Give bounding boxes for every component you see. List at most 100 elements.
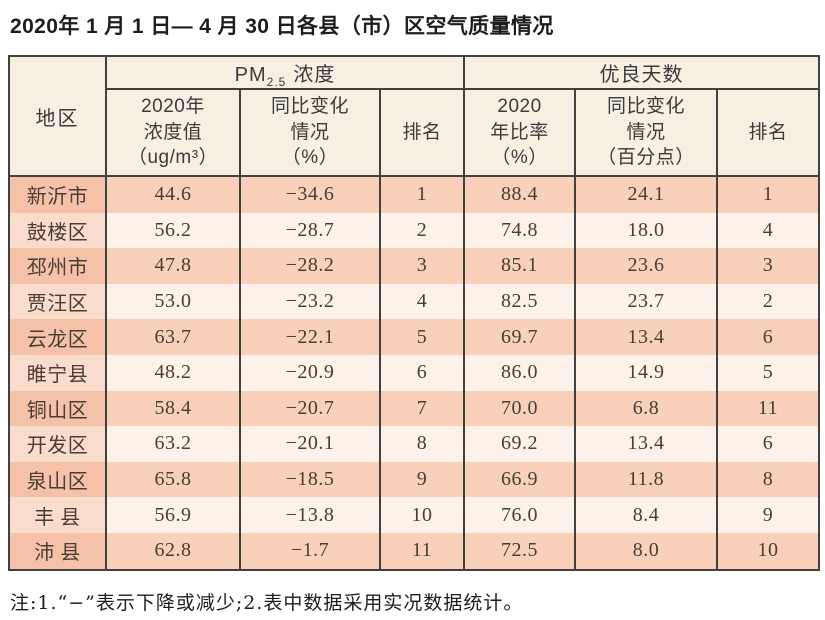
table-row: 睢宁县 48.2 −20.9 6 86.0 14.9 5 — [8, 354, 821, 391]
pm25-change-cell: −34.6 — [239, 176, 381, 213]
pm25-label-subscript: 2.5 — [266, 75, 287, 89]
pm25-change-cell: −23.2 — [239, 283, 381, 320]
table-header: 地区 PM2.5 浓度 优良天数 2020年 浓度值 （ug/m³） 同比变化 情… — [8, 55, 821, 177]
good-change-cell: 14.9 — [574, 354, 719, 391]
pm25-value-cell: 47.8 — [105, 248, 241, 284]
table-row: 铜山区 58.4 −20.7 7 70.0 6.8 11 — [8, 390, 821, 427]
good-rate-cell: 88.4 — [463, 176, 577, 213]
good-change-cell: 13.4 — [574, 426, 719, 462]
good-rank-cell: 1 — [716, 176, 821, 213]
table-row: 邳州市 47.8 −28.2 3 85.1 23.6 3 — [8, 248, 821, 284]
region-cell: 新沂市 — [8, 176, 107, 213]
header-group-row: 地区 PM2.5 浓度 优良天数 — [8, 55, 821, 177]
table-row: 丰 县 56.9 −13.8 10 76.0 8.4 9 — [8, 497, 821, 533]
pm25-change-cell: −13.8 — [239, 497, 381, 533]
good-rank-cell: 6 — [716, 319, 821, 355]
good-rank-cell: 9 — [716, 497, 821, 533]
pm25-rank-cell: 9 — [378, 461, 466, 498]
good-rate-cell: 70.0 — [463, 390, 577, 427]
header-good-rate: 2020 年比率 （%） — [463, 88, 577, 177]
pm25-change-cell: −18.5 — [239, 461, 381, 498]
page-title: 2020年 1 月 1 日— 4 月 30 日各县（市）区空气质量情况 — [10, 15, 554, 38]
pm25-value-cell: 62.8 — [105, 532, 241, 570]
good-rate-cell: 86.0 — [463, 354, 577, 391]
good-change-cell: 11.8 — [574, 461, 719, 498]
good-change-cell: 8.0 — [574, 532, 719, 570]
header-region: 地区 — [8, 55, 107, 177]
header-good-days-group: 优良天数 — [463, 55, 821, 90]
pm25-rank-cell: 5 — [378, 319, 466, 355]
pm25-rank-cell: 11 — [378, 532, 466, 570]
good-rank-cell: 8 — [716, 461, 821, 498]
pm25-rank-cell: 8 — [378, 426, 466, 462]
header-good-rank: 排名 — [716, 88, 821, 177]
page: 2020年 1 月 1 日— 4 月 30 日各县（市）区空气质量情况 地区 P… — [0, 10, 825, 620]
good-rank-cell: 11 — [716, 390, 821, 427]
good-rate-cell: 66.9 — [463, 461, 577, 498]
good-change-cell: 23.6 — [574, 248, 719, 284]
good-rank-cell: 3 — [716, 248, 821, 284]
region-cell: 邳州市 — [8, 248, 107, 284]
good-rank-cell: 6 — [716, 426, 821, 462]
pm25-change-cell: −20.1 — [239, 426, 381, 462]
header-pm25-value: 2020年 浓度值 （ug/m³） — [105, 88, 241, 177]
pm25-value-cell: 65.8 — [105, 461, 241, 498]
good-change-cell: 6.8 — [574, 390, 719, 427]
pm25-rank-cell: 3 — [378, 248, 466, 284]
pm25-change-cell: −28.7 — [239, 212, 381, 249]
header-pm25-group: PM2.5 浓度 — [104, 55, 466, 90]
header-pm25-change: 同比变化 情况 （%） — [239, 88, 381, 177]
good-rate-cell: 69.7 — [463, 319, 577, 355]
good-change-cell: 8.4 — [574, 497, 719, 533]
good-rate-cell: 76.0 — [463, 497, 577, 533]
region-cell: 云龙区 — [8, 319, 107, 355]
good-change-cell: 13.4 — [574, 319, 719, 355]
good-rank-cell: 5 — [716, 354, 821, 391]
pm25-change-cell: −20.9 — [239, 354, 381, 391]
pm25-value-cell: 53.0 — [105, 283, 241, 320]
pm25-rank-cell: 6 — [378, 354, 466, 391]
pm25-rank-cell: 4 — [378, 283, 466, 320]
region-cell: 铜山区 — [8, 390, 107, 427]
pm25-label-rest: 浓度 — [293, 64, 336, 86]
good-rate-cell: 72.5 — [463, 532, 577, 570]
pm25-value-cell: 58.4 — [105, 390, 241, 427]
table-row: 开发区 63.2 −20.1 8 69.2 13.4 6 — [8, 426, 821, 462]
table-body: 新沂市 44.6 −34.6 1 88.4 24.1 1 鼓楼区 56.2 −2… — [8, 176, 821, 570]
pm25-value-cell: 63.7 — [105, 319, 241, 355]
header-sub-row: 2020年 浓度值 （ug/m³） 同比变化 情况 （%） 排名 2020 年比… — [9, 88, 821, 177]
pm25-value-cell: 44.6 — [105, 176, 241, 213]
region-cell: 鼓楼区 — [8, 212, 107, 249]
air-quality-table: 地区 PM2.5 浓度 优良天数 2020年 浓度值 （ug/m³） 同比变化 情… — [8, 55, 821, 571]
table-row: 鼓楼区 56.2 −28.7 2 74.8 18.0 4 — [8, 212, 821, 249]
pm25-rank-cell: 10 — [378, 497, 466, 533]
region-cell: 丰 县 — [8, 497, 107, 533]
pm25-change-cell: −22.1 — [239, 319, 381, 355]
good-rate-cell: 82.5 — [463, 283, 577, 320]
table-row: 新沂市 44.6 −34.6 1 88.4 24.1 1 — [8, 176, 821, 213]
good-rate-cell: 69.2 — [463, 426, 577, 462]
pm25-value-cell: 56.2 — [105, 212, 241, 249]
region-cell: 贾汪区 — [8, 283, 107, 320]
good-change-cell: 23.7 — [574, 283, 719, 320]
pm25-value-cell: 48.2 — [105, 354, 241, 391]
good-rate-cell: 74.8 — [463, 212, 577, 249]
good-change-cell: 18.0 — [574, 212, 719, 249]
pm25-rank-cell: 2 — [378, 212, 466, 249]
pm25-change-cell: −20.7 — [239, 390, 381, 427]
good-rank-cell: 10 — [716, 532, 821, 570]
footnote: 注:1.“−”表示下降或减少;2.表中数据采用实况数据统计。 — [10, 591, 524, 614]
header-good-change: 同比变化 情况 （百分点） — [574, 88, 719, 177]
good-change-cell: 24.1 — [574, 176, 719, 213]
pm25-value-cell: 63.2 — [105, 426, 241, 462]
region-cell: 开发区 — [8, 426, 107, 462]
table-row: 沛 县 62.8 −1.7 11 72.5 8.0 10 — [8, 532, 821, 570]
table-row: 贾汪区 53.0 −23.2 4 82.5 23.7 2 — [8, 283, 821, 320]
pm25-change-cell: −28.2 — [239, 248, 381, 284]
table-row: 云龙区 63.7 −22.1 5 69.7 13.4 6 — [8, 319, 821, 355]
pm25-label-main: PM — [234, 64, 267, 86]
region-cell: 沛 县 — [8, 532, 107, 570]
good-rank-cell: 2 — [716, 283, 821, 320]
pm25-value-cell: 56.9 — [105, 497, 241, 533]
header-pm25-rank: 排名 — [378, 88, 466, 177]
